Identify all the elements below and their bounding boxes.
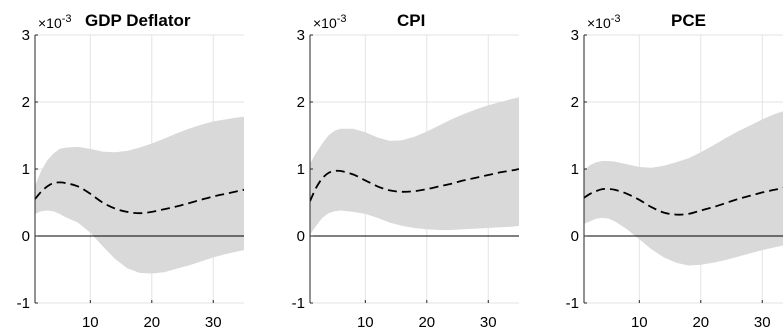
panel-cpi: -1 0 1 2 3 10 20 30 ×10-3 CPI: [292, 11, 519, 331]
panel-title: CPI: [397, 11, 425, 30]
x-tick-label: 30: [754, 314, 771, 331]
x-tick-label: 10: [631, 314, 648, 331]
y-exponent-label: ×10-3: [313, 13, 347, 31]
y-multiplier-text: ×10: [313, 15, 337, 31]
y-tick-label: 1: [22, 161, 30, 178]
median-line: [310, 168, 519, 202]
x-tick-label: 20: [143, 314, 160, 331]
panel-pce: -1 0 1 2 3 10 20 30 ×10-3 PCE: [566, 11, 783, 331]
y-tick-label: 3: [297, 27, 305, 44]
plot-area: [35, 116, 244, 274]
median-line: [35, 181, 244, 215]
x-tick-label: 10: [82, 314, 99, 331]
y-tick-label: 0: [297, 228, 305, 245]
panel-gdp-deflator: -1 0 1 2 3 10 20 30 ×10-3 GDP Deflator: [17, 11, 244, 331]
y-tick-label: 3: [22, 27, 30, 44]
y-tick-label: -1: [566, 295, 579, 312]
y-exponent-label: ×10-3: [38, 13, 72, 31]
y-tick-label: 1: [297, 161, 305, 178]
y-tick-label: 2: [571, 94, 579, 111]
y-tick-label: 2: [297, 94, 305, 111]
y-tick-label: -1: [292, 295, 305, 312]
x-tick-label: 20: [692, 314, 709, 331]
y-multiplier-text: ×10: [38, 15, 62, 31]
y-tick-label: 0: [22, 228, 30, 245]
y-exponent-label: ×10-3: [587, 13, 621, 31]
x-tick-label: 20: [418, 314, 435, 331]
x-tick-label: 30: [205, 314, 222, 331]
panel-title: PCE: [671, 11, 706, 30]
y-exponent-text: -3: [62, 13, 72, 25]
y-tick-label: 2: [22, 94, 30, 111]
confidence-band: [310, 97, 519, 235]
y-exponent-text: -3: [611, 13, 621, 25]
plot-area: [584, 111, 783, 266]
confidence-band: [35, 116, 244, 274]
y-multiplier-text: ×10: [587, 15, 611, 31]
median-line: [584, 187, 783, 216]
x-tick-label: 10: [357, 314, 374, 331]
y-tick-label: -1: [17, 295, 30, 312]
panel-title: GDP Deflator: [85, 11, 191, 30]
x-tick-label: 30: [480, 314, 497, 331]
y-exponent-text: -3: [337, 13, 347, 25]
y-tick-label: 1: [571, 161, 579, 178]
y-tick-label: 0: [571, 228, 579, 245]
confidence-band: [584, 111, 783, 266]
y-tick-label: 3: [571, 27, 579, 44]
plot-area: [310, 97, 519, 237]
